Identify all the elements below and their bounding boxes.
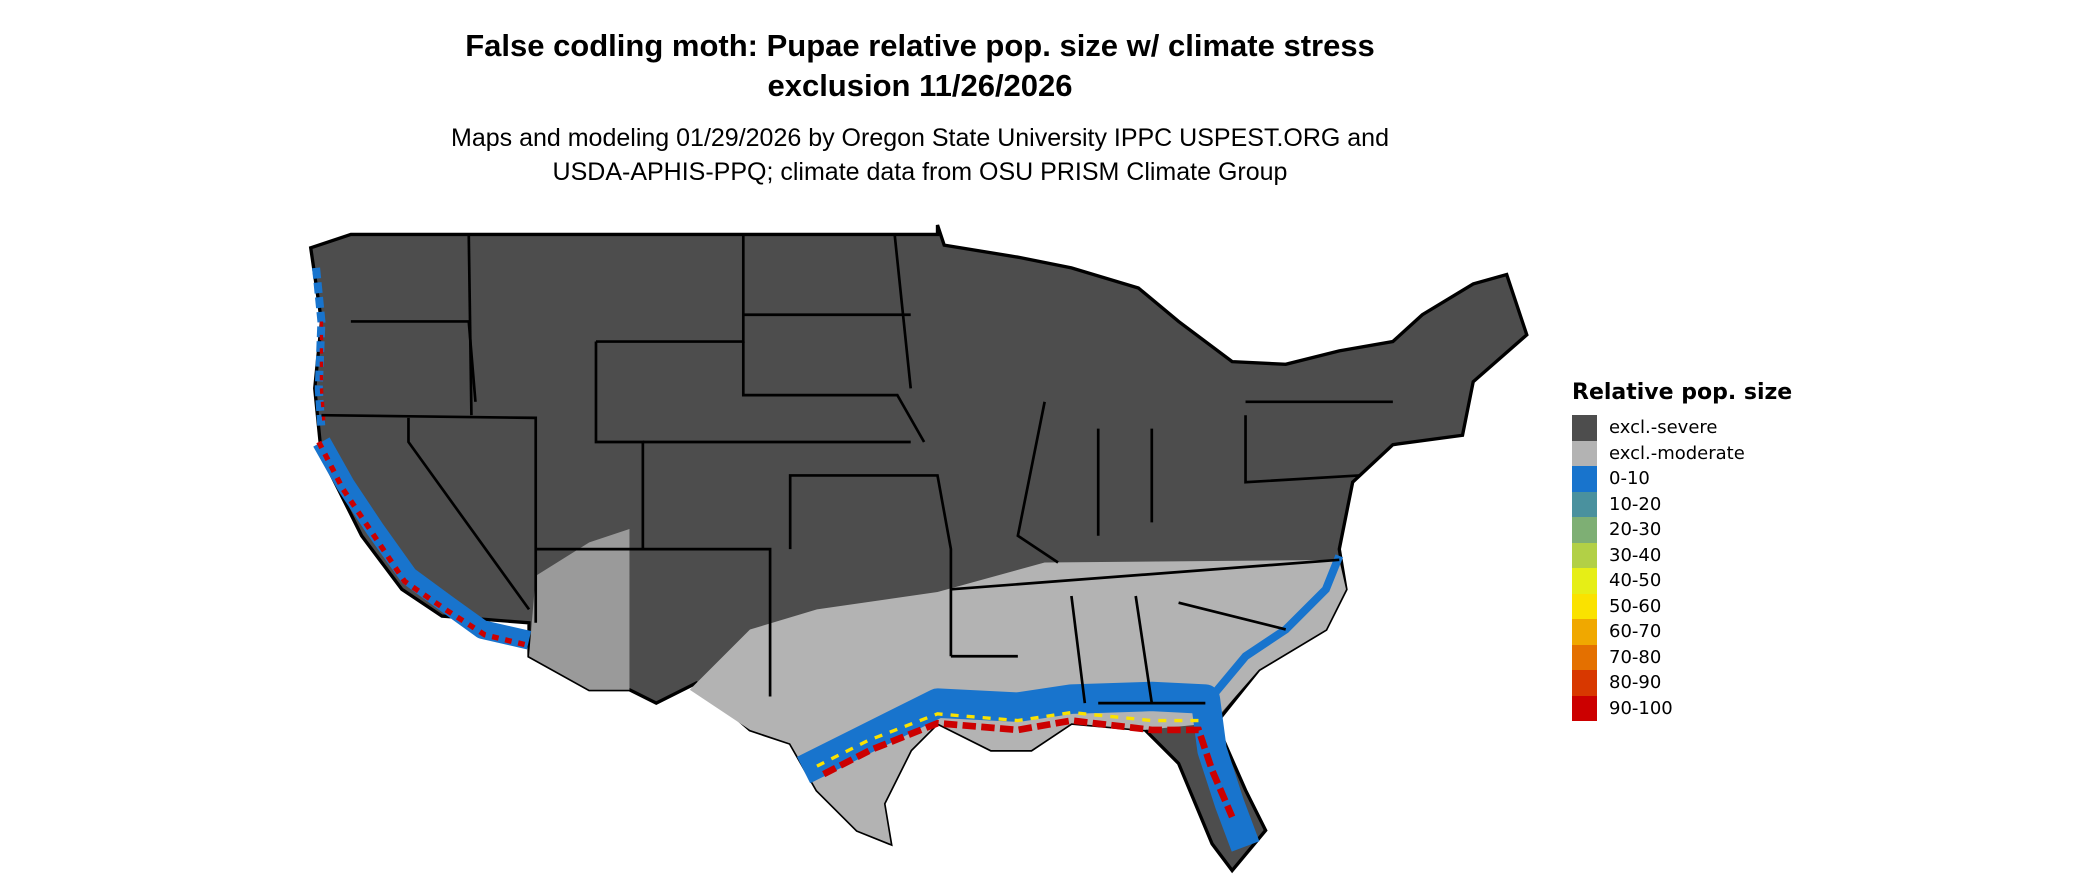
legend-label: 50-60 bbox=[1609, 595, 1662, 617]
legend-swatch bbox=[1572, 593, 1597, 619]
legend-label: 70-80 bbox=[1609, 646, 1662, 668]
legend-swatch bbox=[1572, 491, 1597, 517]
suitable-band-california bbox=[313, 437, 532, 650]
map-subtitle-line2: USDA-APHIS-PPQ; climate data from OSU PR… bbox=[552, 158, 1288, 186]
map-subtitle-line1: Maps and modeling 01/29/2026 by Oregon S… bbox=[451, 124, 1389, 152]
suitable-band-gulf bbox=[796, 681, 1260, 852]
high-pop-band-california bbox=[316, 440, 530, 649]
legend-item: 90-100 bbox=[1572, 695, 1792, 721]
legend-label: 20-30 bbox=[1609, 519, 1662, 541]
map-title-line2: exclusion 11/26/2026 bbox=[767, 68, 1073, 103]
legend-swatch bbox=[1572, 695, 1597, 721]
excl-moderate-area-southwest bbox=[529, 529, 630, 690]
legend-label: 0-10 bbox=[1609, 468, 1650, 490]
legend-swatch bbox=[1572, 517, 1597, 543]
legend-label: 30-40 bbox=[1609, 544, 1662, 566]
legend-label: excl.-moderate bbox=[1609, 442, 1745, 464]
legend: Relative pop. size excl.-severe excl.-mod… bbox=[1572, 380, 1792, 721]
legend-item: 0-10 bbox=[1572, 466, 1792, 492]
legend-title: Relative pop. size bbox=[1572, 380, 1793, 405]
legend-item: 50-60 bbox=[1572, 593, 1792, 619]
legend-item: excl.-moderate bbox=[1572, 440, 1792, 466]
legend-swatch bbox=[1572, 440, 1597, 466]
legend-label: 80-90 bbox=[1609, 672, 1662, 694]
state-borders bbox=[321, 234, 1393, 705]
legend-item: 80-90 bbox=[1572, 670, 1792, 696]
mid-pop-band-gulf bbox=[816, 710, 1203, 768]
legend-swatch bbox=[1572, 568, 1597, 594]
legend-item: 60-70 bbox=[1572, 619, 1792, 645]
suitable-band-pacific-nw bbox=[312, 267, 326, 429]
legend-label: 60-70 bbox=[1609, 621, 1662, 643]
legend-label: excl.-severe bbox=[1609, 417, 1718, 439]
high-pop-band-gulf bbox=[822, 717, 1236, 819]
legend-swatch bbox=[1572, 619, 1597, 645]
legend-item: 70-80 bbox=[1572, 644, 1792, 670]
legend-swatch bbox=[1572, 670, 1597, 696]
legend-item: 30-40 bbox=[1572, 542, 1792, 568]
legend-label: 10-20 bbox=[1609, 493, 1662, 515]
legend-swatch bbox=[1572, 542, 1597, 568]
legend-item: 40-50 bbox=[1572, 568, 1792, 594]
legend-items: excl.-severe excl.-moderate 0-10 10-20 20-30… bbox=[1572, 415, 1792, 721]
legend-swatch bbox=[1572, 644, 1597, 670]
legend-swatch bbox=[1572, 415, 1597, 441]
legend-item: 20-30 bbox=[1572, 517, 1792, 543]
legend-item: excl.-severe bbox=[1572, 415, 1792, 441]
legend-label: 40-50 bbox=[1609, 570, 1662, 592]
legend-label: 90-100 bbox=[1609, 697, 1673, 719]
map-title-line1: False codling moth: Pupae relative pop. … bbox=[465, 28, 1375, 63]
conus-excl-severe-area bbox=[308, 224, 1529, 874]
legend-item: 10-20 bbox=[1572, 491, 1792, 517]
legend-swatch bbox=[1572, 466, 1597, 492]
